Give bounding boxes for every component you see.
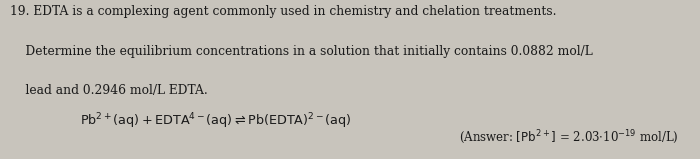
Text: Determine the equilibrium concentrations in a solution that initially contains 0: Determine the equilibrium concentrations…	[10, 45, 594, 58]
Text: (Answer: $[\mathrm{Pb^{2+}}]$ = 2.03$\cdot$10$^{-19}$ mol/L): (Answer: $[\mathrm{Pb^{2+}}]$ = 2.03$\cd…	[459, 129, 679, 146]
Text: lead and 0.2946 mol/L EDTA.: lead and 0.2946 mol/L EDTA.	[10, 84, 209, 97]
Text: $\mathrm{Pb^{2+}(aq) + EDTA^{4-}(aq) \rightleftharpoons Pb(EDTA)^{2-}(aq)}$: $\mathrm{Pb^{2+}(aq) + EDTA^{4-}(aq) \ri…	[80, 111, 352, 131]
Text: 19. EDTA is a complexing agent commonly used in chemistry and chelation treatmen: 19. EDTA is a complexing agent commonly …	[10, 5, 557, 18]
